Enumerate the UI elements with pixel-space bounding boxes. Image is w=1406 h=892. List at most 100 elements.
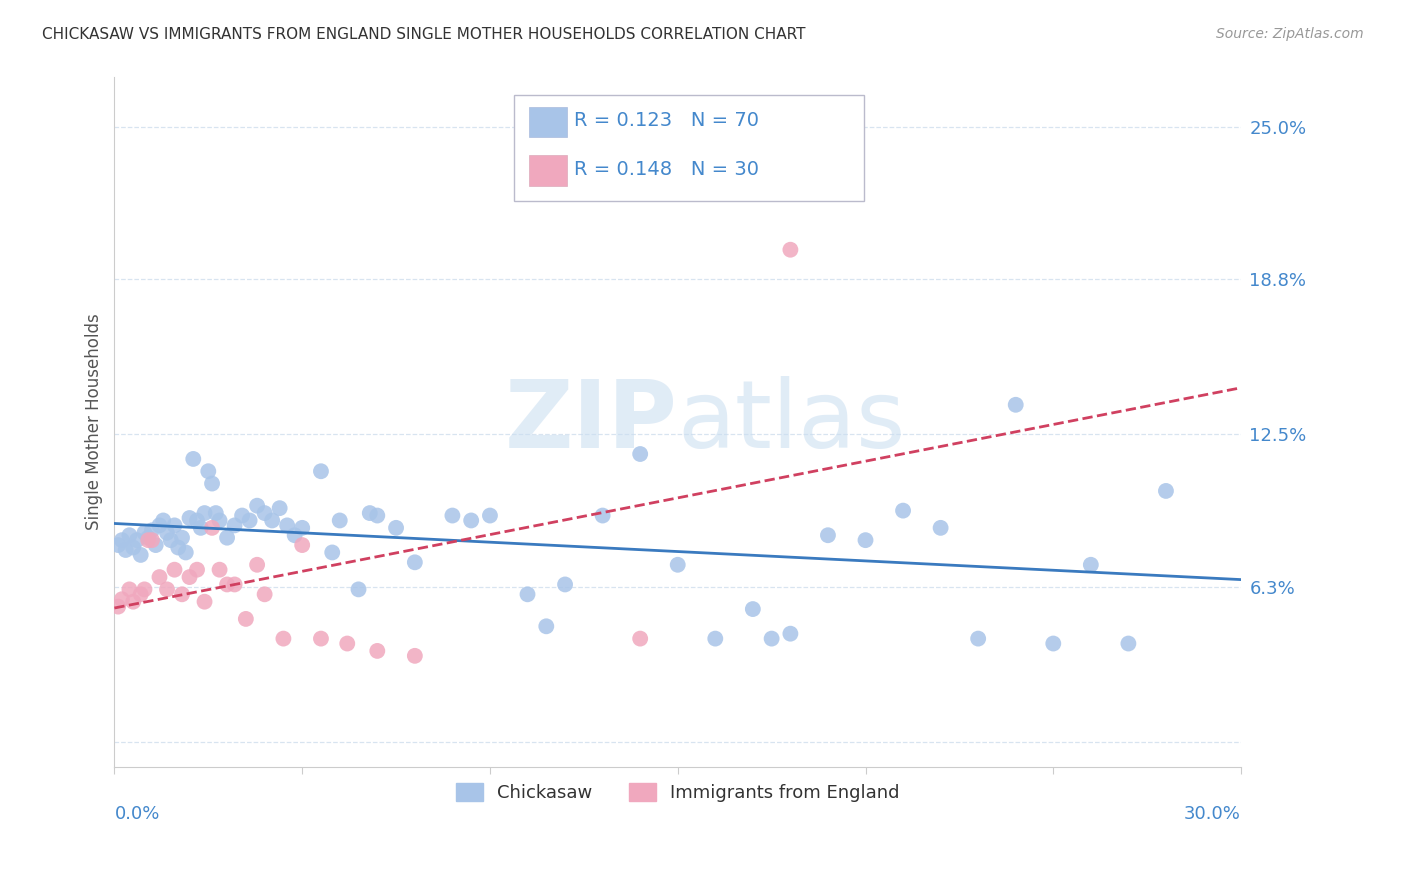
Point (516, 587, 538, 601)
Point (141, 533, 163, 548)
Point (111, 533, 134, 548)
Point (235, 612, 257, 626)
Point (359, 506, 381, 520)
Point (208, 563, 231, 577)
Point (129, 548, 152, 562)
Point (628, 632, 651, 646)
Point (628, 447, 651, 461)
Point (291, 521, 314, 535)
Point (193, 595, 215, 609)
Point (118, 528, 141, 542)
Point (174, 545, 197, 559)
Point (329, 513, 352, 527)
Legend: Chickasaw, Immigrants from England: Chickasaw, Immigrants from England (449, 775, 907, 809)
Point (217, 577, 239, 591)
Point (1154, 483, 1177, 498)
Point (1042, 636, 1064, 650)
Point (167, 541, 190, 555)
FancyBboxPatch shape (529, 155, 568, 186)
Point (779, 243, 801, 257)
Point (111, 592, 134, 607)
Point (460, 513, 482, 527)
Point (817, 528, 839, 542)
Text: CHICKASAW VS IMMIGRANTS FROM ENGLAND SINGLE MOTHER HOUSEHOLDS CORRELATION CHART: CHICKASAW VS IMMIGRANTS FROM ENGLAND SIN… (42, 27, 806, 42)
Point (231, 508, 253, 523)
Point (204, 506, 226, 520)
Point (741, 602, 763, 616)
Point (1080, 558, 1102, 572)
Point (891, 503, 914, 517)
FancyBboxPatch shape (515, 95, 863, 202)
Point (309, 464, 332, 478)
Text: atlas: atlas (678, 376, 905, 468)
Point (201, 476, 224, 491)
Point (592, 508, 614, 523)
Point (145, 538, 167, 552)
Point (224, 577, 246, 591)
Point (179, 570, 201, 584)
Point (193, 506, 215, 520)
Point (197, 464, 219, 478)
Point (163, 563, 186, 577)
Point (536, 619, 558, 633)
Point (291, 538, 314, 552)
Text: ZIP: ZIP (505, 376, 678, 468)
Point (156, 525, 179, 540)
Point (118, 582, 141, 597)
Point (170, 531, 193, 545)
Point (336, 636, 359, 650)
Point (704, 632, 727, 646)
Point (122, 541, 145, 555)
Point (181, 452, 204, 467)
Point (134, 525, 156, 540)
Point (404, 555, 426, 569)
Point (141, 524, 163, 538)
Point (152, 513, 174, 527)
Point (201, 521, 224, 535)
FancyBboxPatch shape (529, 107, 568, 137)
Point (107, 599, 129, 614)
Text: 30.0%: 30.0% (1184, 805, 1241, 823)
Point (217, 531, 239, 545)
Point (136, 533, 159, 548)
Point (262, 513, 284, 527)
Point (269, 501, 291, 516)
Text: Source: ZipAtlas.com: Source: ZipAtlas.com (1216, 27, 1364, 41)
Point (366, 644, 388, 658)
Point (134, 582, 156, 597)
Point (273, 632, 295, 646)
Point (125, 533, 148, 548)
Point (136, 531, 159, 545)
Point (253, 506, 276, 520)
Point (1118, 636, 1140, 650)
Point (404, 648, 426, 663)
Point (284, 528, 307, 542)
Point (554, 577, 576, 591)
Point (855, 533, 877, 548)
Point (163, 518, 186, 533)
Point (246, 499, 269, 513)
Point (779, 626, 801, 640)
Point (253, 587, 276, 601)
Point (478, 508, 501, 523)
Text: R = 0.123   N = 70: R = 0.123 N = 70 (574, 112, 759, 130)
Point (761, 632, 783, 646)
Point (276, 518, 298, 533)
Y-axis label: Single Mother Households: Single Mother Households (86, 314, 103, 531)
Point (441, 508, 464, 523)
Point (156, 582, 179, 597)
Point (114, 543, 136, 558)
Point (967, 632, 990, 646)
Point (148, 518, 170, 533)
Point (170, 587, 193, 601)
Point (1004, 398, 1026, 412)
Point (347, 582, 370, 597)
Point (107, 538, 129, 552)
Point (224, 518, 246, 533)
Point (159, 533, 181, 548)
Point (208, 513, 231, 527)
Point (239, 513, 262, 527)
Text: 0.0%: 0.0% (114, 805, 160, 823)
Point (148, 570, 170, 584)
Point (321, 545, 343, 559)
